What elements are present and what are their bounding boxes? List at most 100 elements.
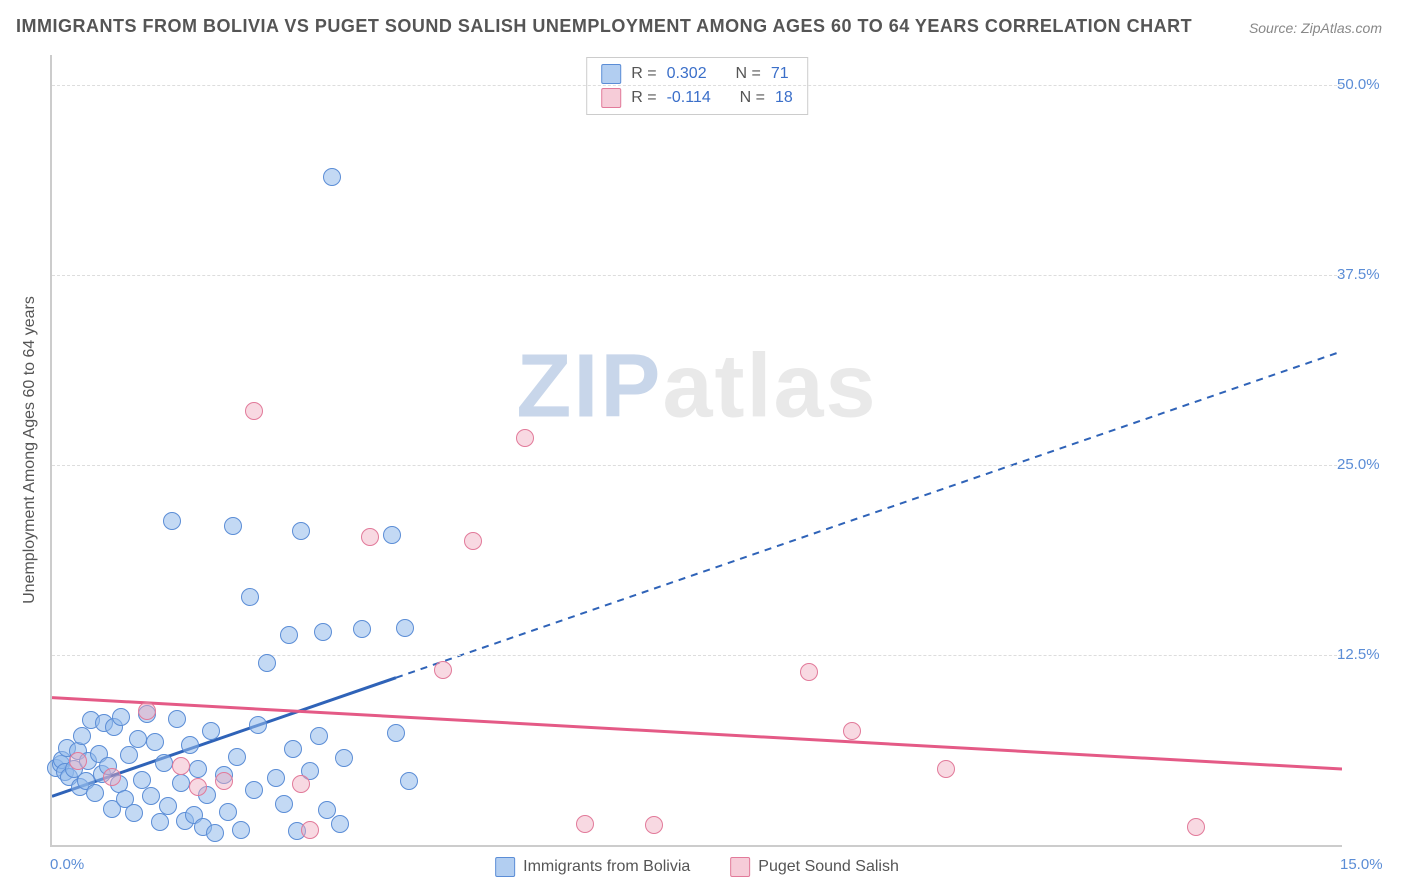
scatter-point — [232, 821, 250, 839]
scatter-point — [323, 168, 341, 186]
scatter-point — [125, 804, 143, 822]
scatter-point — [219, 803, 237, 821]
legend-item-pink: Puget Sound Salish — [730, 857, 899, 877]
scatter-point — [181, 736, 199, 754]
scatter-point — [172, 757, 190, 775]
watermark: ZIPatlas — [516, 335, 877, 438]
y-tick-label: 25.0% — [1337, 456, 1392, 473]
scatter-point — [335, 749, 353, 767]
grid-line — [52, 655, 1342, 656]
swatch-pink — [601, 88, 621, 108]
scatter-point — [159, 797, 177, 815]
x-tick-label: 0.0% — [50, 856, 84, 873]
chart-title: IMMIGRANTS FROM BOLIVIA VS PUGET SOUND S… — [16, 16, 1192, 37]
y-tick-label: 37.5% — [1337, 266, 1392, 283]
y-axis-label: Unemployment Among Ages 60 to 64 years — [21, 296, 39, 604]
legend-row-pink: R = -0.114 N = 18 — [601, 86, 793, 110]
series-name-pink: Puget Sound Salish — [758, 858, 899, 876]
n-label: N = — [740, 86, 765, 110]
x-tick-label: 15.0% — [1340, 856, 1383, 873]
r-label: R = — [631, 62, 656, 86]
scatter-point — [189, 760, 207, 778]
scatter-point — [331, 815, 349, 833]
series-legend: Immigrants from Bolivia Puget Sound Sali… — [495, 857, 899, 877]
y-tick-label: 12.5% — [1337, 646, 1392, 663]
watermark-zip: ZIP — [516, 336, 662, 436]
scatter-point — [215, 772, 233, 790]
source-value: ZipAtlas.com — [1301, 20, 1382, 36]
scatter-point — [245, 781, 263, 799]
scatter-point — [163, 512, 181, 530]
scatter-point — [224, 517, 242, 535]
scatter-point — [245, 402, 263, 420]
scatter-point — [516, 429, 534, 447]
r-value-blue: 0.302 — [667, 62, 707, 86]
scatter-point — [434, 661, 452, 679]
scatter-point — [383, 526, 401, 544]
scatter-point — [843, 722, 861, 740]
scatter-point — [292, 522, 310, 540]
trend-lines — [52, 55, 1342, 845]
n-value-blue: 71 — [771, 62, 789, 86]
scatter-point — [69, 752, 87, 770]
scatter-point — [645, 816, 663, 834]
scatter-point — [314, 623, 332, 641]
scatter-point — [189, 778, 207, 796]
scatter-point — [129, 730, 147, 748]
scatter-point — [138, 702, 156, 720]
legend-row-blue: R = 0.302 N = 71 — [601, 62, 793, 86]
scatter-point — [172, 774, 190, 792]
scatter-point — [241, 588, 259, 606]
scatter-point — [228, 748, 246, 766]
scatter-point — [249, 716, 267, 734]
scatter-point — [464, 532, 482, 550]
scatter-point — [280, 626, 298, 644]
scatter-point — [86, 784, 104, 802]
scatter-point — [202, 722, 220, 740]
scatter-point — [1187, 818, 1205, 836]
watermark-atlas: atlas — [662, 336, 877, 436]
scatter-point — [353, 620, 371, 638]
scatter-point — [258, 654, 276, 672]
scatter-point — [168, 710, 186, 728]
scatter-point — [206, 824, 224, 842]
scatter-point — [284, 740, 302, 758]
n-value-pink: 18 — [775, 86, 793, 110]
scatter-point — [292, 775, 310, 793]
r-value-pink: -0.114 — [667, 86, 711, 110]
scatter-point — [400, 772, 418, 790]
scatter-point — [310, 727, 328, 745]
source-attribution: Source: ZipAtlas.com — [1249, 20, 1382, 36]
scatter-point — [142, 787, 160, 805]
scatter-point — [146, 733, 164, 751]
scatter-point — [800, 663, 818, 681]
grid-line — [52, 465, 1342, 466]
scatter-point — [275, 795, 293, 813]
source-label: Source: — [1249, 20, 1297, 36]
n-label: N = — [736, 62, 761, 86]
swatch-pink — [730, 857, 750, 877]
scatter-point — [151, 813, 169, 831]
scatter-point — [267, 769, 285, 787]
r-label: R = — [631, 86, 656, 110]
scatter-point — [155, 754, 173, 772]
legend-item-blue: Immigrants from Bolivia — [495, 857, 690, 877]
scatter-point — [301, 821, 319, 839]
scatter-point — [112, 708, 130, 726]
scatter-point — [576, 815, 594, 833]
scatter-point — [133, 771, 151, 789]
plot-area: ZIPatlas R = 0.302 N = 71 R = -0.114 N =… — [50, 55, 1342, 847]
swatch-blue — [601, 64, 621, 84]
series-name-blue: Immigrants from Bolivia — [523, 858, 690, 876]
grid-line — [52, 85, 1342, 86]
scatter-point — [361, 528, 379, 546]
scatter-point — [937, 760, 955, 778]
swatch-blue — [495, 857, 515, 877]
scatter-point — [396, 619, 414, 637]
scatter-point — [387, 724, 405, 742]
scatter-point — [120, 746, 138, 764]
correlation-chart: ZIPatlas R = 0.302 N = 71 R = -0.114 N =… — [50, 55, 1380, 845]
scatter-point — [103, 768, 121, 786]
y-tick-label: 50.0% — [1337, 76, 1392, 93]
grid-line — [52, 275, 1342, 276]
